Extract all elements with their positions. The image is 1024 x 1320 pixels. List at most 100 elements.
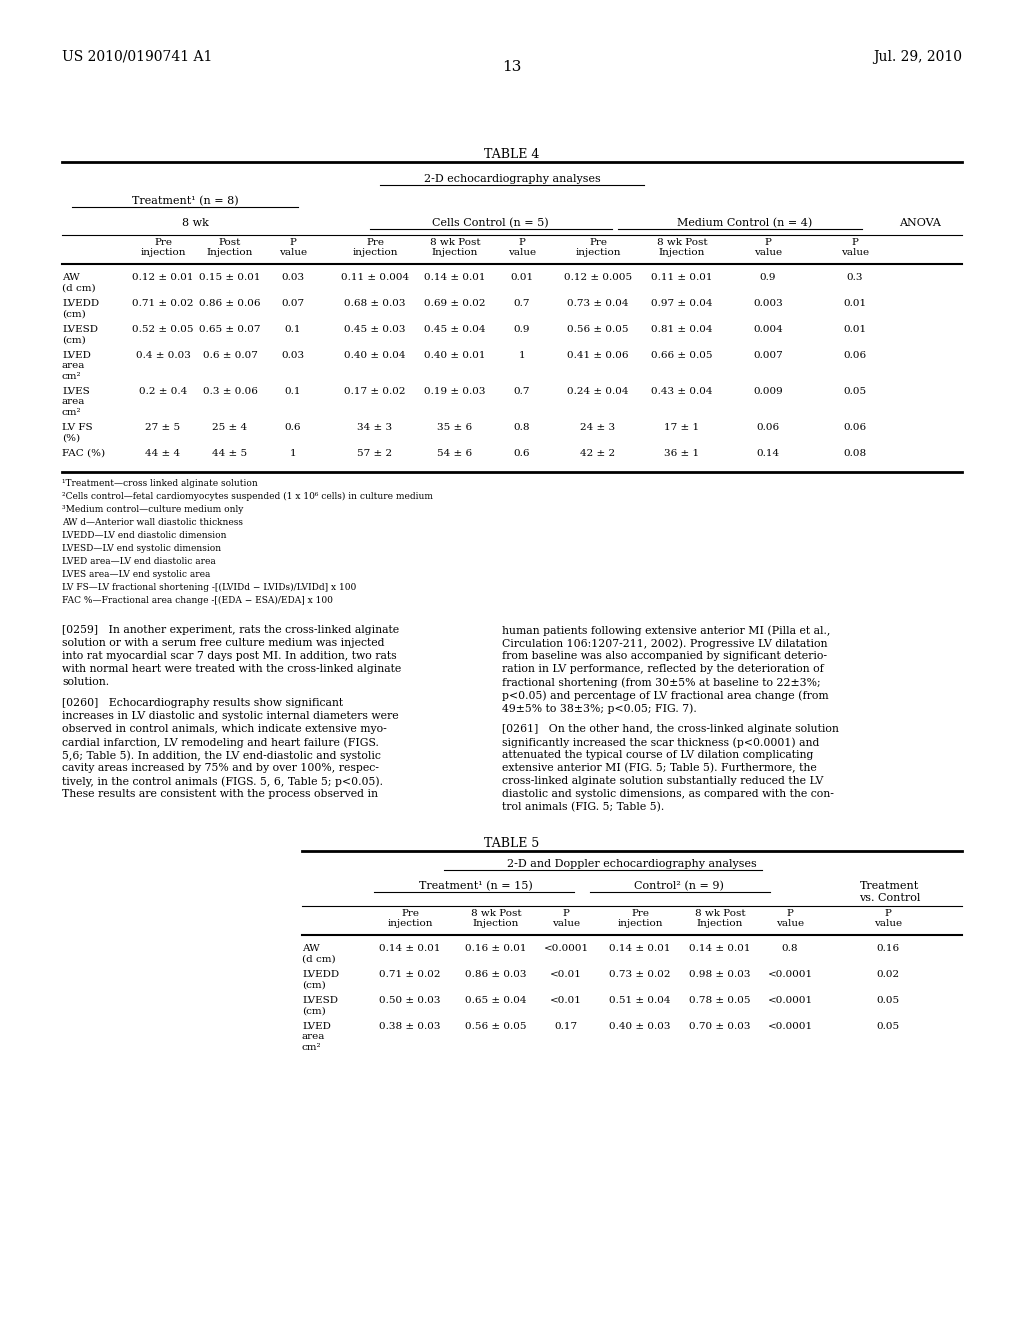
- Text: ration in LV performance, reflected by the deterioration of: ration in LV performance, reflected by t…: [502, 664, 823, 675]
- Text: 0.70 ± 0.03: 0.70 ± 0.03: [689, 1022, 751, 1031]
- Text: 0.78 ± 0.05: 0.78 ± 0.05: [689, 997, 751, 1005]
- Text: P
value: P value: [776, 909, 804, 928]
- Text: 0.6: 0.6: [285, 422, 301, 432]
- Text: solution or with a serum free culture medium was injected: solution or with a serum free culture me…: [62, 638, 384, 648]
- Text: 0.43 ± 0.04: 0.43 ± 0.04: [651, 387, 713, 396]
- Text: 0.7: 0.7: [514, 300, 530, 308]
- Text: Treatment
vs. Control: Treatment vs. Control: [859, 880, 921, 903]
- Text: cavity areas increased by 75% and by over 100%, respec-: cavity areas increased by 75% and by ove…: [62, 763, 379, 774]
- Text: 0.16 ± 0.01: 0.16 ± 0.01: [465, 944, 526, 953]
- Text: Pre
injection: Pre injection: [352, 238, 397, 257]
- Text: 0.12 ± 0.01: 0.12 ± 0.01: [132, 273, 194, 282]
- Text: Medium Control (n = 4): Medium Control (n = 4): [677, 218, 813, 228]
- Text: Jul. 29, 2010: Jul. 29, 2010: [873, 50, 962, 63]
- Text: from baseline was also accompanied by significant deterio-: from baseline was also accompanied by si…: [502, 651, 827, 661]
- Text: 0.17 ± 0.02: 0.17 ± 0.02: [344, 387, 406, 396]
- Text: 0.98 ± 0.03: 0.98 ± 0.03: [689, 970, 751, 979]
- Text: 0.71 ± 0.02: 0.71 ± 0.02: [379, 970, 440, 979]
- Text: 0.01: 0.01: [844, 325, 866, 334]
- Text: [0261]   On the other hand, the cross-linked alginate solution: [0261] On the other hand, the cross-link…: [502, 723, 839, 734]
- Text: 0.14: 0.14: [757, 449, 779, 458]
- Text: Control² (n = 9): Control² (n = 9): [634, 880, 724, 891]
- Text: 0.68 ± 0.03: 0.68 ± 0.03: [344, 300, 406, 308]
- Text: 0.71 ± 0.02: 0.71 ± 0.02: [132, 300, 194, 308]
- Text: Treatment¹ (n = 15): Treatment¹ (n = 15): [419, 880, 532, 891]
- Text: P
value: P value: [873, 909, 902, 928]
- Text: 0.004: 0.004: [753, 325, 783, 334]
- Text: P
value: P value: [279, 238, 307, 257]
- Text: 0.86 ± 0.06: 0.86 ± 0.06: [200, 300, 261, 308]
- Text: 0.07: 0.07: [282, 300, 304, 308]
- Text: Circulation 106:1207-211, 2002). Progressive LV dilatation: Circulation 106:1207-211, 2002). Progres…: [502, 638, 827, 648]
- Text: 0.11 ± 0.004: 0.11 ± 0.004: [341, 273, 409, 282]
- Text: [0260]   Echocardiography results show significant: [0260] Echocardiography results show sig…: [62, 698, 343, 708]
- Text: 0.06: 0.06: [844, 351, 866, 360]
- Text: 0.17: 0.17: [554, 1022, 578, 1031]
- Text: solution.: solution.: [62, 677, 110, 686]
- Text: 0.6 ± 0.07: 0.6 ± 0.07: [203, 351, 257, 360]
- Text: 0.66 ± 0.05: 0.66 ± 0.05: [651, 351, 713, 360]
- Text: p<0.05) and percentage of LV fractional area change (from: p<0.05) and percentage of LV fractional …: [502, 690, 828, 701]
- Text: ANOVA: ANOVA: [899, 218, 941, 228]
- Text: 0.45 ± 0.04: 0.45 ± 0.04: [424, 325, 485, 334]
- Text: 8 wk Post
Injection: 8 wk Post Injection: [656, 238, 708, 257]
- Text: AW
(d cm): AW (d cm): [302, 944, 336, 964]
- Text: 0.52 ± 0.05: 0.52 ± 0.05: [132, 325, 194, 334]
- Text: <0.01: <0.01: [550, 997, 582, 1005]
- Text: 0.06: 0.06: [757, 422, 779, 432]
- Text: 35 ± 6: 35 ± 6: [437, 422, 472, 432]
- Text: 36 ± 1: 36 ± 1: [665, 449, 699, 458]
- Text: 0.14 ± 0.01: 0.14 ± 0.01: [379, 944, 440, 953]
- Text: ³Medium control—culture medium only: ³Medium control—culture medium only: [62, 506, 244, 513]
- Text: 0.2 ± 0.4: 0.2 ± 0.4: [139, 387, 187, 396]
- Text: 0.9: 0.9: [514, 325, 530, 334]
- Text: 54 ± 6: 54 ± 6: [437, 449, 472, 458]
- Text: 5,6; Table 5). In addition, the LV end-diastolic and systolic: 5,6; Table 5). In addition, the LV end-d…: [62, 750, 381, 760]
- Text: 0.8: 0.8: [514, 422, 530, 432]
- Text: LV FS
(%): LV FS (%): [62, 422, 92, 442]
- Text: FAC (%): FAC (%): [62, 449, 105, 458]
- Text: 0.01: 0.01: [510, 273, 534, 282]
- Text: 0.8: 0.8: [781, 944, 799, 953]
- Text: 0.1: 0.1: [285, 325, 301, 334]
- Text: 0.05: 0.05: [877, 997, 899, 1005]
- Text: significantly increased the scar thickness (p<0.0001) and: significantly increased the scar thickne…: [502, 737, 819, 747]
- Text: 0.3 ± 0.06: 0.3 ± 0.06: [203, 387, 257, 396]
- Text: 0.19 ± 0.03: 0.19 ± 0.03: [424, 387, 485, 396]
- Text: 42 ± 2: 42 ± 2: [581, 449, 615, 458]
- Text: 0.08: 0.08: [844, 449, 866, 458]
- Text: 0.65 ± 0.04: 0.65 ± 0.04: [465, 997, 526, 1005]
- Text: 0.05: 0.05: [877, 1022, 899, 1031]
- Text: LVED area—LV end diastolic area: LVED area—LV end diastolic area: [62, 557, 216, 566]
- Text: with normal heart were treated with the cross-linked alginate: with normal heart were treated with the …: [62, 664, 401, 675]
- Text: tively, in the control animals (FIGS. 5, 6, Table 5; p<0.05).: tively, in the control animals (FIGS. 5,…: [62, 776, 383, 787]
- Text: 8 wk: 8 wk: [181, 218, 209, 228]
- Text: 0.16: 0.16: [877, 944, 899, 953]
- Text: FAC %—Fractional area change -[(EDA − ESA)/EDA] x 100: FAC %—Fractional area change -[(EDA − ES…: [62, 597, 333, 605]
- Text: 0.97 ± 0.04: 0.97 ± 0.04: [651, 300, 713, 308]
- Text: Post
Injection: Post Injection: [207, 238, 253, 257]
- Text: diastolic and systolic dimensions, as compared with the con-: diastolic and systolic dimensions, as co…: [502, 789, 834, 799]
- Text: <0.0001: <0.0001: [544, 944, 589, 953]
- Text: 0.02: 0.02: [877, 970, 899, 979]
- Text: <0.01: <0.01: [550, 970, 582, 979]
- Text: These results are consistent with the process observed in: These results are consistent with the pr…: [62, 789, 378, 799]
- Text: 25 ± 4: 25 ± 4: [212, 422, 248, 432]
- Text: US 2010/0190741 A1: US 2010/0190741 A1: [62, 50, 212, 63]
- Text: LVEDD—LV end diastolic dimension: LVEDD—LV end diastolic dimension: [62, 531, 226, 540]
- Text: 1: 1: [290, 449, 296, 458]
- Text: LVESD
(cm): LVESD (cm): [302, 997, 338, 1015]
- Text: into rat myocardial scar 7 days post MI. In addition, two rats: into rat myocardial scar 7 days post MI.…: [62, 651, 396, 661]
- Text: 0.4 ± 0.03: 0.4 ± 0.03: [135, 351, 190, 360]
- Text: 8 wk Post
Injection: 8 wk Post Injection: [430, 238, 480, 257]
- Text: P
value: P value: [552, 909, 580, 928]
- Text: 0.41 ± 0.06: 0.41 ± 0.06: [567, 351, 629, 360]
- Text: <0.0001: <0.0001: [767, 997, 813, 1005]
- Text: 0.81 ± 0.04: 0.81 ± 0.04: [651, 325, 713, 334]
- Text: P
value: P value: [841, 238, 869, 257]
- Text: AW d—Anterior wall diastolic thickness: AW d—Anterior wall diastolic thickness: [62, 517, 243, 527]
- Text: 0.1: 0.1: [285, 387, 301, 396]
- Text: 34 ± 3: 34 ± 3: [357, 422, 392, 432]
- Text: 13: 13: [503, 59, 521, 74]
- Text: 0.51 ± 0.04: 0.51 ± 0.04: [609, 997, 671, 1005]
